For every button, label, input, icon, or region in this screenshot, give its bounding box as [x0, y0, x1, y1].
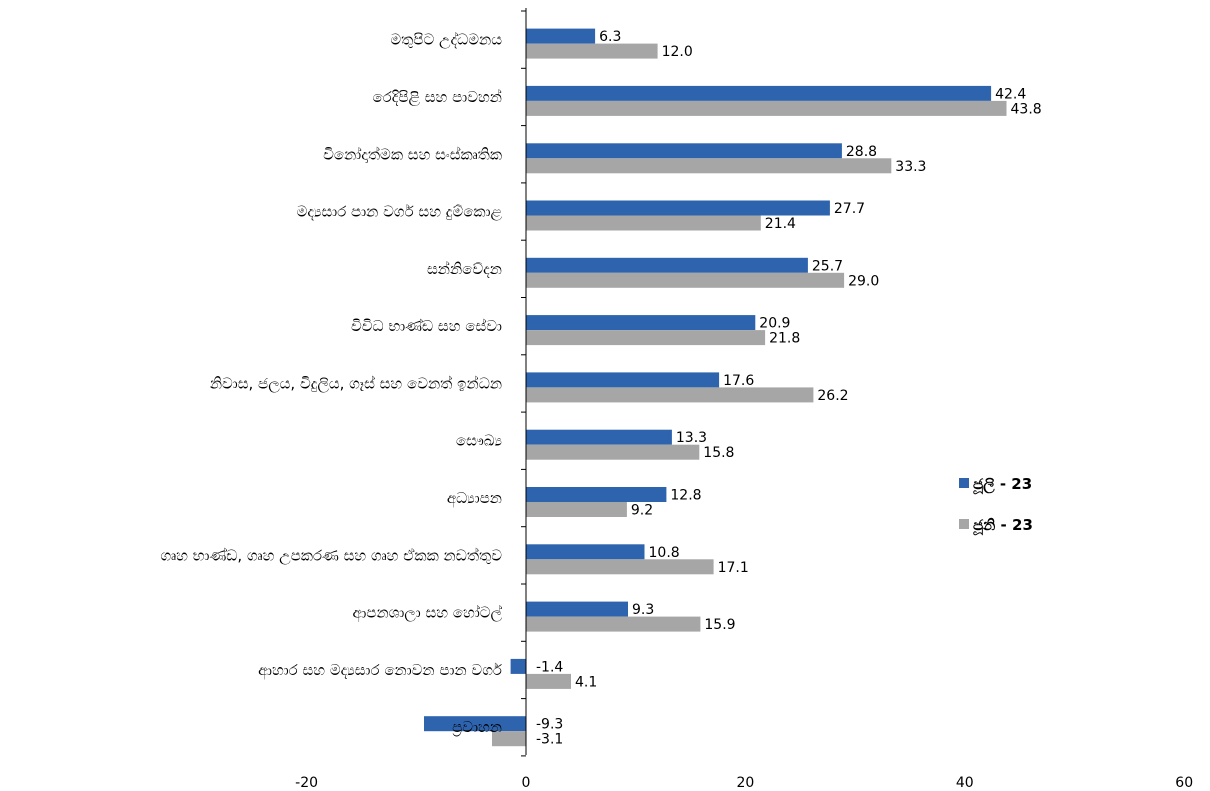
value-label-june-4: 29.0	[848, 273, 879, 289]
category-label-11: ආහාර සහ මද්‍යසාර නොවන පාන වර්ග	[258, 661, 502, 680]
bar-july-5	[526, 315, 756, 331]
category-label-2: විනෝදාත්මක සහ සංස්කෘතික	[323, 145, 502, 163]
value-labels: 6.3 12.0 42.443.8 28.8 33.3 27.7 21.4 25.7 29.0 2…	[536, 29, 1042, 748]
bars-group	[424, 28, 1007, 747]
value-label-june-12: -3.1	[536, 732, 563, 748]
legend: ජූලි - 23 ජූනි - 23	[959, 475, 1033, 536]
value-label-june-6: 26.2	[817, 388, 848, 404]
category-labels: මතුපිට උද්ධමනය රෙදිපිළි සහ පාවහන් විනෝදාත්…	[160, 30, 502, 737]
bar-july-4	[526, 257, 808, 273]
bar-june-5	[526, 330, 766, 346]
bar-june-6	[526, 387, 814, 403]
bar-july-3	[526, 200, 830, 216]
category-label-5: විවිධ භාණ්ඩ සහ සේවා	[351, 317, 502, 335]
category-label-1: රෙදිපිළි සහ පාවහන්	[372, 88, 502, 106]
bar-june-4	[526, 272, 845, 288]
bar-june-2	[526, 158, 892, 174]
bar-july-1	[526, 85, 992, 101]
category-label-3: මද්‍යසාර පාන වර්ග සහ දුම්කොළ	[297, 203, 503, 221]
value-label-june-9: 17.1	[718, 560, 749, 576]
value-label-july-12: -9.3	[536, 717, 563, 733]
category-label-12: ප්‍රවාහන	[452, 718, 502, 737]
value-label-july-10: 9.3	[632, 602, 654, 618]
category-label-9: ගෘහ භාණ්ඩ, ගෘහ උපකරණ සහ ගෘහ ඒකක නඩත්තුව	[160, 546, 502, 564]
bar-july-8	[526, 487, 667, 502]
x-tick-label-3: 40	[956, 775, 974, 791]
legend-label-june: ජූනි - 23	[973, 516, 1033, 536]
bar-june-1	[526, 100, 1007, 116]
category-label-10: ආපනශාලා සහ හෝටල්	[352, 603, 502, 622]
bar-july-10	[526, 601, 628, 617]
value-label-june-1: 43.8	[1011, 101, 1042, 117]
value-label-july-3: 27.7	[834, 201, 865, 217]
bar-july-2	[526, 143, 842, 159]
value-label-july-6: 17.6	[723, 373, 754, 389]
x-tick-label-1: 0	[522, 775, 531, 791]
x-tick-labels: -20 0 20 40 60	[295, 775, 1193, 791]
value-label-june-0: 12.0	[662, 44, 693, 60]
value-label-june-3: 21.4	[765, 216, 796, 232]
category-label-7: සෞඛ්‍ය	[456, 432, 502, 450]
bar-july-11	[510, 658, 526, 674]
category-axis	[521, 8, 527, 757]
bar-june-7	[526, 444, 700, 460]
value-label-july-0: 6.3	[599, 29, 621, 45]
x-tick-label-4: 60	[1175, 775, 1193, 791]
x-tick-label-2: 20	[736, 775, 754, 791]
x-tick-label-0: -20	[295, 775, 318, 791]
bar-june-8	[526, 502, 627, 517]
bar-july-12	[424, 716, 526, 732]
bar-june-11	[526, 673, 571, 689]
bar-july-0	[526, 28, 596, 44]
bar-july-6	[526, 372, 720, 388]
legend-swatch-july	[959, 478, 969, 488]
value-label-july-11: -1.4	[536, 659, 563, 675]
category-label-4: සන්නිවේදන	[427, 260, 502, 278]
category-label-6: නිවාස, ජලය, විදුලිය, ගෑස් සහ වෙනත් ඉන්ධන	[210, 374, 502, 392]
value-label-july-2: 28.8	[846, 144, 877, 160]
value-label-july-9: 10.8	[649, 545, 680, 561]
value-label-july-7: 13.3	[676, 430, 707, 446]
bar-july-7	[526, 429, 672, 445]
category-label-8: අධ්‍යාපන	[447, 489, 502, 508]
value-label-june-5: 21.8	[769, 331, 800, 347]
value-label-june-10: 15.9	[704, 617, 735, 633]
value-label-june-2: 33.3	[895, 159, 926, 175]
bar-july-9	[526, 544, 645, 560]
value-label-july-8: 12.8	[670, 488, 701, 504]
bar-june-0	[526, 43, 658, 59]
bar-june-12	[492, 731, 526, 747]
value-label-july-1: 42.4	[995, 86, 1026, 102]
bar-june-10	[526, 616, 701, 632]
bar-june-9	[526, 559, 714, 575]
category-label-0: මතුපිට උද්ධමනය	[390, 30, 502, 48]
legend-swatch-june	[959, 519, 969, 529]
value-label-july-5: 20.9	[759, 316, 790, 332]
value-label-june-11: 4.1	[575, 674, 597, 690]
value-label-july-4: 25.7	[812, 258, 843, 274]
legend-label-july: ජූලි - 23	[973, 475, 1032, 495]
value-label-june-8: 9.2	[631, 503, 653, 519]
bar-june-3	[526, 215, 761, 231]
value-label-june-7: 15.8	[703, 445, 734, 461]
